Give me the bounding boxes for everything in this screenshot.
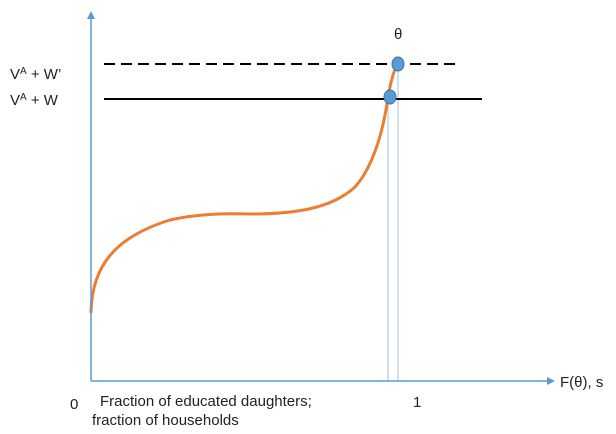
upper-line-label-base: V <box>10 66 21 83</box>
x-description-line1: Fraction of educated daughters; <box>100 393 312 410</box>
upper-line-label-rest: + W’ <box>26 66 62 83</box>
upper-line-label-sup: A <box>20 66 27 77</box>
lower-line-label-base: V <box>10 92 21 109</box>
lower-line-label-sup: A <box>20 92 27 103</box>
upper-line-label: VA + W’ <box>10 66 61 84</box>
orange-curve <box>89 61 400 314</box>
x-axis-label: F(θ), s <box>560 374 604 391</box>
theta-label: θ <box>394 26 403 43</box>
one-label: 1 <box>413 394 422 411</box>
origin-label: 0 <box>70 396 79 413</box>
intersection-point-upper <box>391 56 405 72</box>
intersection-point-lower <box>383 89 397 105</box>
lower-line-label: VA + W <box>10 92 58 110</box>
lower-line-label-rest: + W <box>26 92 58 109</box>
x-description-line2: fraction of households <box>92 412 239 429</box>
